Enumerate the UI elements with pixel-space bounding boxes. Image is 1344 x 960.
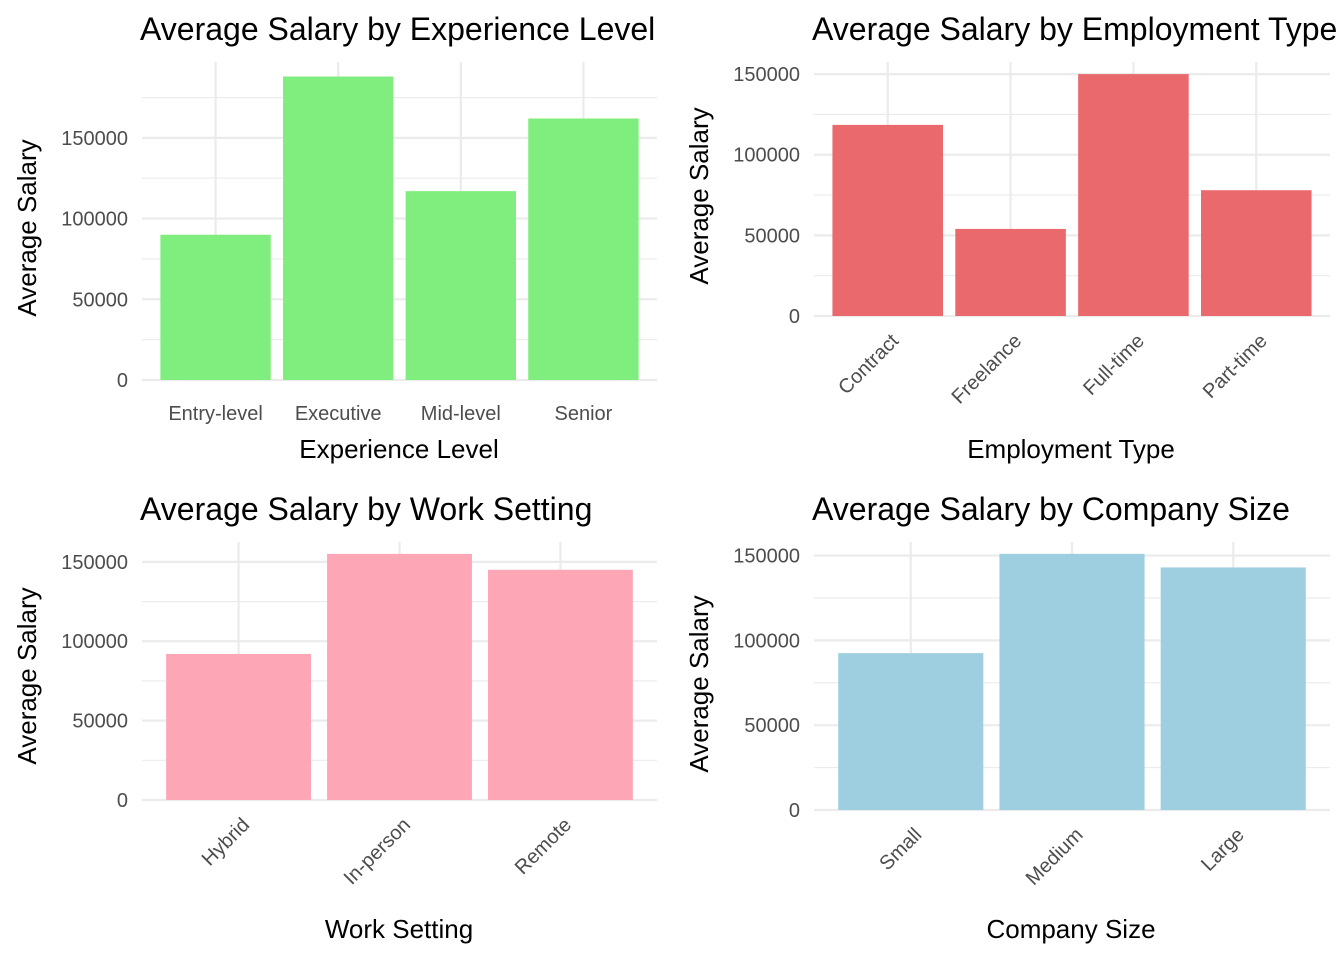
panel-3-y-tick-label: 0 [117, 790, 128, 812]
panel-4-x-tick-label: Medium [1022, 824, 1088, 890]
panel-3-y-tick-label: 50000 [72, 711, 128, 733]
panel-1-bar-senior [528, 118, 639, 380]
panel-2-y-tick-label: 50000 [744, 225, 800, 247]
panel-3-y-tick-label: 150000 [61, 552, 128, 574]
panel-1-y-tick-label: 100000 [61, 209, 128, 231]
panel-4-y-tick-label: 0 [789, 800, 800, 822]
panel-4-y-tick-label: 100000 [733, 630, 800, 652]
panel-2-y-tick-label: 150000 [733, 64, 800, 86]
panel-4-bar-medium [999, 553, 1145, 810]
panel-2-x-tick-label: Part-time [1199, 330, 1272, 403]
panel-3-title: Average Salary by Work Setting [140, 491, 592, 527]
panel-2-y-axis-title: Average Salary [684, 107, 714, 284]
panel-4-bar-large [1160, 567, 1306, 810]
panel-1-x-tick-label: Senior [555, 403, 613, 425]
panel-2-x-tick-label: Freelance [948, 330, 1026, 408]
panel-2-x-tick-label: Contract [834, 330, 903, 399]
panel-3-x-tick-label: In-person [340, 814, 415, 889]
panel-4-bar-small [838, 653, 984, 810]
panel-2-bar-freelance [955, 228, 1066, 316]
panel-3-x-axis-title: Work Setting [325, 914, 473, 944]
panel-4-y-axis-title: Average Salary [684, 595, 714, 772]
panel-1-x-tick-label: Entry-level [168, 403, 262, 425]
panel-3-y-axis-title: Average Salary [12, 587, 42, 764]
panel-2-y-tick-label: 100000 [733, 145, 800, 167]
panel-4-x-axis-title: Company Size [986, 914, 1155, 944]
panel-1-bar-executive [283, 76, 394, 380]
panel-4-title: Average Salary by Company Size [812, 491, 1290, 527]
panel-1-y-tick-label: 0 [117, 370, 128, 392]
panel-1-title: Average Salary by Experience Level [140, 11, 655, 47]
panel-1-bar-entry-level [160, 234, 271, 380]
panel-3-bar-hybrid [166, 653, 311, 800]
panel-3-x-tick-label: Hybrid [198, 814, 254, 870]
panel-1-bar-mid-level [405, 191, 516, 380]
panel-3-x-tick-label: Remote [511, 814, 576, 879]
panel-1-y-axis-title: Average Salary [12, 139, 42, 316]
panel-1-y-tick-label: 150000 [61, 128, 128, 150]
panel-1-x-tick-label: Executive [295, 403, 382, 425]
panel-3-bar-remote [488, 569, 633, 800]
panel-4-x-tick-label: Large [1197, 824, 1249, 876]
panel-2-bar-part-time [1201, 190, 1312, 316]
panel-1-x-tick-label: Mid-level [421, 403, 501, 425]
panel-3-bar-in-person [327, 553, 472, 800]
panel-2-x-tick-label: Full-time [1079, 330, 1149, 400]
panel-2-title: Average Salary by Employment Type [812, 11, 1337, 47]
panel-4-y-tick-label: 50000 [744, 715, 800, 737]
panel-4-x-tick-label: Small [875, 824, 926, 875]
panel-1-x-axis-title: Experience Level [299, 434, 498, 464]
panel-1-y-tick-label: 50000 [72, 289, 128, 311]
panel-2-y-tick-label: 0 [789, 306, 800, 328]
panel-2-bar-contract [832, 124, 943, 317]
panel-2-bar-full-time [1078, 74, 1189, 316]
panel-2-x-axis-title: Employment Type [967, 434, 1175, 464]
panel-4-y-tick-label: 150000 [733, 546, 800, 568]
panel-3-y-tick-label: 100000 [61, 631, 128, 653]
